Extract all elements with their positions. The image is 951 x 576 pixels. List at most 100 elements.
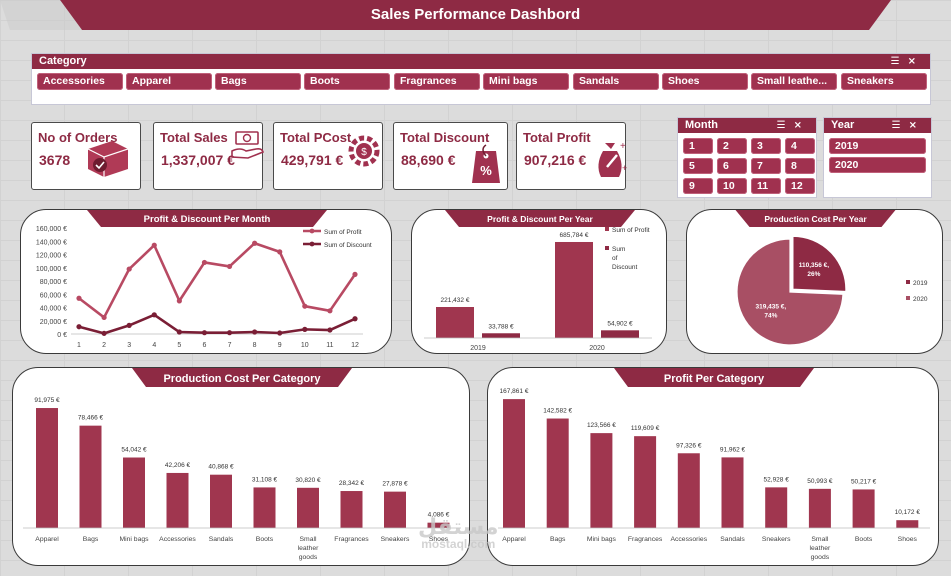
month-chip[interactable]: 1 xyxy=(683,138,713,154)
profit-discount-month-chart: Profit & Discount Per Month 0 € 20,000 € 40… xyxy=(36,210,372,349)
month-chip[interactable]: 6 xyxy=(717,158,747,174)
data-point xyxy=(302,303,308,309)
bar xyxy=(555,241,593,338)
category-chip[interactable]: Sneakers xyxy=(841,73,927,90)
category-chip[interactable]: Shoes xyxy=(662,73,748,90)
data-point xyxy=(277,249,283,255)
month-chip[interactable]: 4 xyxy=(785,138,815,154)
x-tick-label: Accessories xyxy=(670,536,707,543)
multi-select-icon[interactable]: ☰ xyxy=(776,120,794,131)
category-chip[interactable]: Accessories xyxy=(37,73,123,90)
y-tick-label: 160,000 € xyxy=(36,226,67,233)
year-chip[interactable]: 2019 xyxy=(829,138,926,154)
category-chip[interactable]: Boots xyxy=(304,73,390,90)
data-point xyxy=(352,271,358,277)
series-line xyxy=(78,241,357,319)
kpi-value: 1,337,007 € xyxy=(161,152,235,168)
bar xyxy=(340,491,363,528)
month-chip[interactable]: 9 xyxy=(683,178,713,194)
data-point xyxy=(151,242,157,248)
kpi-card: No of Orders 3678 xyxy=(31,122,141,190)
kpi-value: 3678 xyxy=(39,152,71,168)
data-label: 97,326 € xyxy=(676,442,702,449)
data-label: 42,206 € xyxy=(165,462,191,469)
month-chip[interactable]: 3 xyxy=(751,138,781,154)
production-cost-year-panel: Production Cost Per Year 110,356 €, 26% 201… xyxy=(686,209,943,354)
kpi-value: 88,690 € xyxy=(401,152,456,168)
data-point xyxy=(226,330,233,336)
clear-filter-icon[interactable]: ⨯ xyxy=(907,56,924,67)
data-point xyxy=(226,263,233,270)
month-chip[interactable]: 11 xyxy=(751,178,781,194)
production-cost-category-chart: Production Cost Per Category 91,975 € Appa… xyxy=(23,368,461,561)
data-point xyxy=(252,240,258,246)
profit-discount-year-panel: Profit & Discount Per Year 221,432 € 685,7… xyxy=(411,209,667,354)
data-label: 54,042 € xyxy=(121,447,147,454)
data-point xyxy=(277,330,283,336)
x-tick-label: Fragrances xyxy=(628,536,663,543)
svg-text:%: % xyxy=(480,163,492,178)
legend-label: Sum of Discount xyxy=(612,246,637,271)
multi-select-icon[interactable]: ☰ xyxy=(890,56,908,67)
year-chip[interactable]: 2020 xyxy=(829,157,926,173)
bar xyxy=(896,520,919,528)
multi-select-icon[interactable]: ☰ xyxy=(891,120,909,131)
clear-filter-icon[interactable]: ⨯ xyxy=(908,120,925,131)
month-chip[interactable]: 5 xyxy=(683,158,713,174)
kpi-value: 907,216 € xyxy=(524,152,587,168)
legend-label-line: of xyxy=(612,255,618,262)
data-label: 33,788 € xyxy=(488,323,514,330)
legend-marker xyxy=(309,241,315,247)
x-tick-label: 8 xyxy=(253,342,257,349)
month-chip[interactable]: 7 xyxy=(751,158,781,174)
data-label: 50,993 € xyxy=(807,478,833,485)
data-label: 10,172 € xyxy=(895,509,921,516)
data-point xyxy=(352,316,358,322)
profit-discount-month-panel: Profit & Discount Per Month 0 € 20,000 € 40… xyxy=(20,209,392,354)
x-tick-label: 9 xyxy=(278,342,282,349)
category-slicer: Category ☰⨯ Accessories Apparel Bags Boots F… xyxy=(31,53,931,105)
month-chip[interactable]: 8 xyxy=(785,158,815,174)
y-tick-label: 20,000 € xyxy=(40,319,67,326)
cost-gear-icon: $ xyxy=(346,133,382,174)
x-tick-label: Shoes xyxy=(429,536,449,543)
x-tick-label: 2020 xyxy=(589,345,605,352)
data-label: 52,928 € xyxy=(764,476,790,483)
data-point xyxy=(252,329,258,335)
data-label: 91,962 € xyxy=(720,446,746,453)
data-label: 91,975 € xyxy=(34,397,60,404)
pie-chart-title: Production Cost Per Year xyxy=(764,214,867,224)
month-chip[interactable]: 12 xyxy=(785,178,815,194)
bar xyxy=(436,306,474,338)
x-tick-label: 7 xyxy=(228,342,232,349)
kpi-card: Total Profit 907,216 € + + xyxy=(516,122,627,190)
clear-filter-icon[interactable]: ⨯ xyxy=(793,120,810,131)
month-slicer-title: Month xyxy=(685,119,718,131)
category-chip[interactable]: Sandals xyxy=(573,73,659,90)
category-chip[interactable]: Fragrances xyxy=(394,73,480,90)
y-tick-label: 100,000 € xyxy=(36,266,67,273)
bar xyxy=(808,488,831,528)
data-label: 119,609 € xyxy=(631,425,660,432)
y-tick-label: 140,000 € xyxy=(36,239,67,246)
month-chip[interactable]: 2 xyxy=(717,138,747,154)
legend-label: Sum of Profit xyxy=(612,227,650,234)
category-chip[interactable]: Bags xyxy=(215,73,301,90)
category-chip[interactable]: Apparel xyxy=(126,73,212,90)
bar xyxy=(601,330,639,338)
year-chart-tab xyxy=(445,210,635,227)
bar xyxy=(79,425,102,528)
x-tick-label: 6 xyxy=(203,342,207,349)
x-tick-label: Sandals xyxy=(720,536,745,543)
x-tick-label: 1 xyxy=(77,342,81,349)
data-point xyxy=(201,259,208,266)
line-chart-tab xyxy=(87,210,327,227)
legend-label: Sum of Profit xyxy=(324,229,362,236)
x-tick-label: Mini bags xyxy=(119,536,149,543)
page-title: Sales Performance Dashbord xyxy=(370,6,581,23)
category-chip[interactable]: Mini bags xyxy=(483,73,569,90)
category-chip[interactable]: Small leathe... xyxy=(751,73,837,90)
month-chip[interactable]: 10 xyxy=(717,178,747,194)
kpi-title: Total Sales xyxy=(160,130,228,145)
data-label: 54,902 € xyxy=(607,320,633,327)
